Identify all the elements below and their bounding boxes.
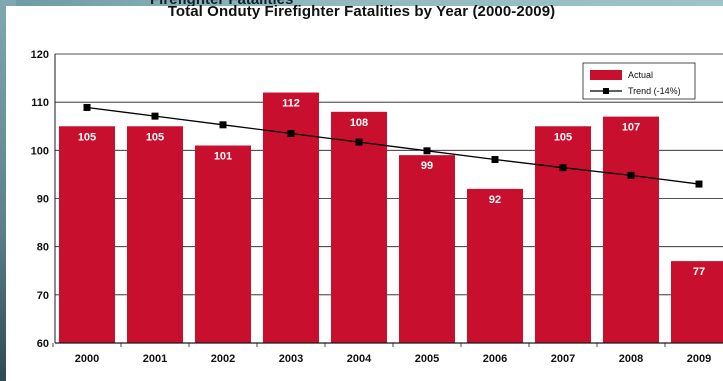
bar: [671, 261, 723, 343]
data-labels: 105 105 101 112 108 99 92 105 107 77: [78, 98, 705, 279]
y-tick-label: 70: [37, 290, 49, 302]
y-tick-label: 110: [31, 97, 49, 109]
trend-marker: [83, 103, 91, 111]
legend: Actual Trend (-14%): [582, 62, 696, 100]
trend-marker: [695, 180, 703, 188]
data-label: 92: [489, 194, 501, 206]
data-label: 101: [214, 151, 232, 163]
trend-marker: [491, 155, 499, 163]
axes: 2000 2001 2002 2003 2004 2005 2006 2007 2008 2009: [52, 54, 723, 365]
x-tick-label: 2000: [75, 353, 99, 365]
legend-marker-trend: [603, 88, 609, 94]
y-tick-label: 60: [37, 338, 49, 350]
x-tick-label: 2007: [551, 353, 575, 365]
data-label: 105: [146, 131, 164, 143]
legend-label-actual: Actual: [628, 70, 653, 80]
x-tick-label: 2002: [211, 353, 235, 365]
x-tick-label: 2003: [279, 353, 303, 365]
x-tick-label: 2001: [143, 353, 167, 365]
cropped-heading: Firefighter Fatalities: [150, 0, 293, 8]
bar: [399, 155, 455, 343]
data-label: 99: [421, 160, 433, 172]
trend-polyline: [86, 106, 700, 185]
x-tick-label: 2005: [415, 353, 439, 365]
legend-label-trend: Trend (-14%): [628, 86, 681, 96]
x-tick-label: 2006: [483, 353, 507, 365]
data-label: 77: [693, 266, 705, 278]
bar: [535, 126, 591, 343]
y-tick-label: 100: [31, 145, 49, 157]
trend-marker: [559, 164, 567, 172]
y-tick-label: 120: [31, 49, 49, 61]
trend-marker: [151, 112, 159, 120]
data-label: 105: [554, 131, 572, 143]
trend-marker: [627, 171, 635, 179]
data-label: 107: [622, 122, 640, 134]
bar: [127, 126, 183, 343]
bar: [331, 111, 387, 343]
trend-marker: [355, 138, 363, 146]
trend-line: [83, 103, 703, 188]
data-label: 105: [78, 131, 96, 143]
bar: [467, 188, 523, 343]
bars: [59, 92, 723, 344]
bar: [195, 145, 251, 343]
x-tick-label: 2009: [687, 353, 711, 365]
chart-title: Total Onduty Firefighter Fatalities by Y…: [167, 3, 556, 20]
legend-swatch-actual: [590, 70, 622, 80]
x-tick-label: 2008: [619, 353, 643, 365]
trend-marker: [219, 121, 227, 129]
trend-marker: [423, 147, 431, 155]
bar: [603, 116, 659, 343]
trend-marker: [287, 129, 295, 137]
y-tick-label: 90: [37, 194, 49, 206]
y-tick-label: 80: [37, 242, 49, 254]
data-label: 108: [350, 117, 368, 129]
x-tick-label: 2004: [347, 353, 372, 365]
legend-box: [582, 62, 696, 100]
data-label: 112: [282, 98, 300, 110]
bar: [59, 126, 115, 343]
